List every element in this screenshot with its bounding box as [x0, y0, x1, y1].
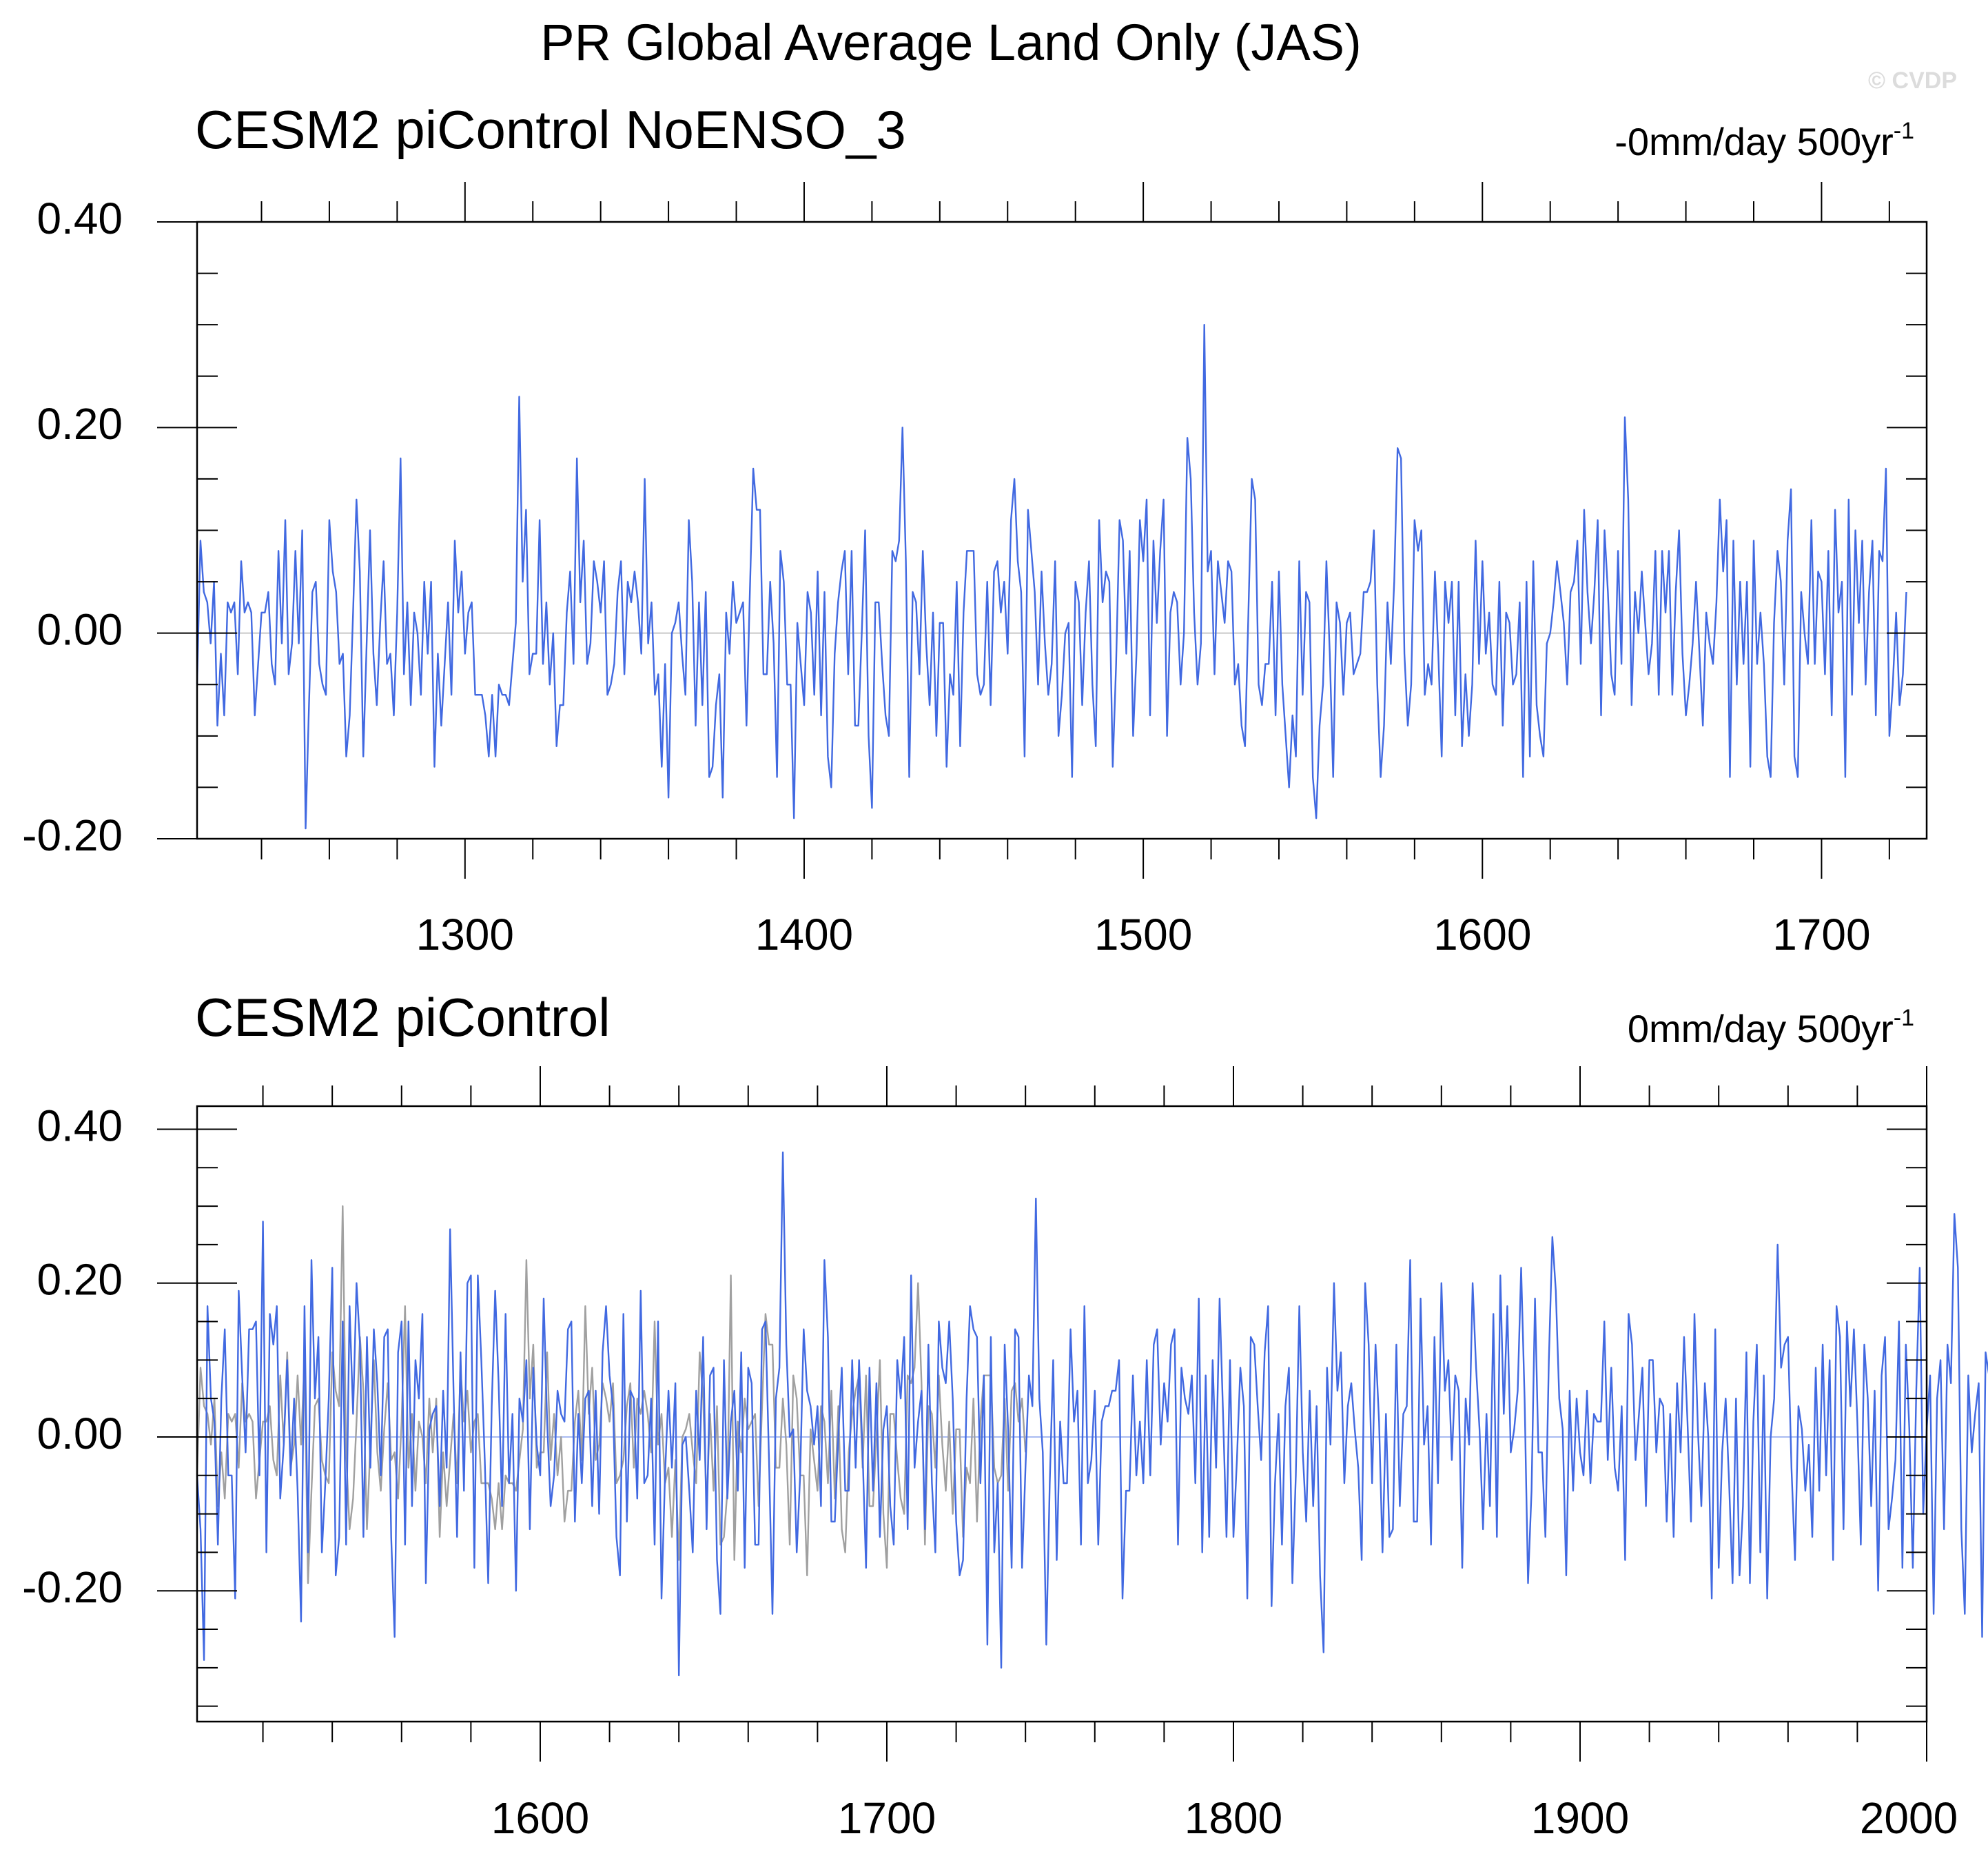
panel-2-x-tick-labels: 1600 1700 1800 1900 2000 — [491, 1793, 1958, 1843]
panel-1-x-tick-labels: 1300 1400 1500 1600 1700 — [416, 910, 1871, 959]
panel-2-y-tick-labels: 0.40 0.20 0.00 -0.20 — [22, 1101, 123, 1612]
panel-2-xtick-label: 1600 — [491, 1793, 589, 1843]
panel-1-ticks — [157, 182, 1927, 879]
panel-2-ytick-label: 0.40 — [37, 1101, 123, 1150]
panel-1-y-tick-labels: 0.40 0.20 0.00 -0.20 — [22, 194, 123, 860]
panel-2-title: CESM2 piControl — [195, 987, 611, 1048]
panel-2-xtick-label: 1900 — [1531, 1793, 1629, 1843]
panel-2-frame — [196, 1105, 1928, 1723]
panel-1-ytick-label: 0.20 — [37, 399, 123, 449]
panel-2-series-line — [196, 1151, 1988, 1677]
panel-1-trend: -0mm/day 500yr-1 — [1615, 118, 1914, 163]
panel-2-ytick-label: -0.20 — [22, 1562, 123, 1612]
panel-1-title: CESM2 piControl NoENSO_3 — [195, 99, 906, 160]
panel-2-xtick-label: 1700 — [838, 1793, 936, 1843]
panel-1-trend-label: -0mm/day 500yr — [1615, 120, 1894, 163]
panel-1-xtick-label: 1600 — [1433, 910, 1531, 959]
panel-1-trend-sup: -1 — [1894, 118, 1914, 144]
panel-2-ytick-label: 0.20 — [37, 1255, 123, 1305]
panel-2: CESM2 piControl 0mm/day 500yr-1 0.40 0.2… — [22, 987, 1988, 1843]
panel-2-ticks — [157, 1066, 1927, 1762]
panel-2-xtick-label: 1800 — [1185, 1793, 1282, 1843]
panel-1-ytick-label: 0.40 — [37, 194, 123, 243]
panel-1-frame — [196, 221, 1928, 840]
panel-2-trend-label: 0mm/day 500yr — [1628, 1007, 1894, 1050]
panel-2-xtick-label: 2000 — [1860, 1793, 1958, 1843]
panel-1-ytick-label: -0.20 — [22, 810, 123, 860]
panel-1-xtick-label: 1400 — [755, 910, 853, 959]
panel-1-xtick-label: 1500 — [1094, 910, 1192, 959]
panel-1-ytick-label: 0.00 — [37, 605, 123, 655]
figure-title: PR Global Average Land Only (JAS) — [540, 14, 1361, 71]
panel-2-overlay-line — [196, 1205, 1027, 1584]
panel-1-series-line — [196, 324, 1907, 830]
panel-1-xtick-label: 1700 — [1772, 910, 1870, 959]
panel-2-trend-sup: -1 — [1894, 1005, 1914, 1031]
watermark: © CVDP — [1868, 68, 1957, 94]
panel-2-trend: 0mm/day 500yr-1 — [1628, 1005, 1914, 1050]
panel-2-ytick-label: 0.00 — [37, 1409, 123, 1458]
panel-1-xtick-label: 1300 — [416, 910, 514, 959]
panel-1: CESM2 piControl NoENSO_3 -0mm/day 500yr-… — [22, 99, 1928, 959]
